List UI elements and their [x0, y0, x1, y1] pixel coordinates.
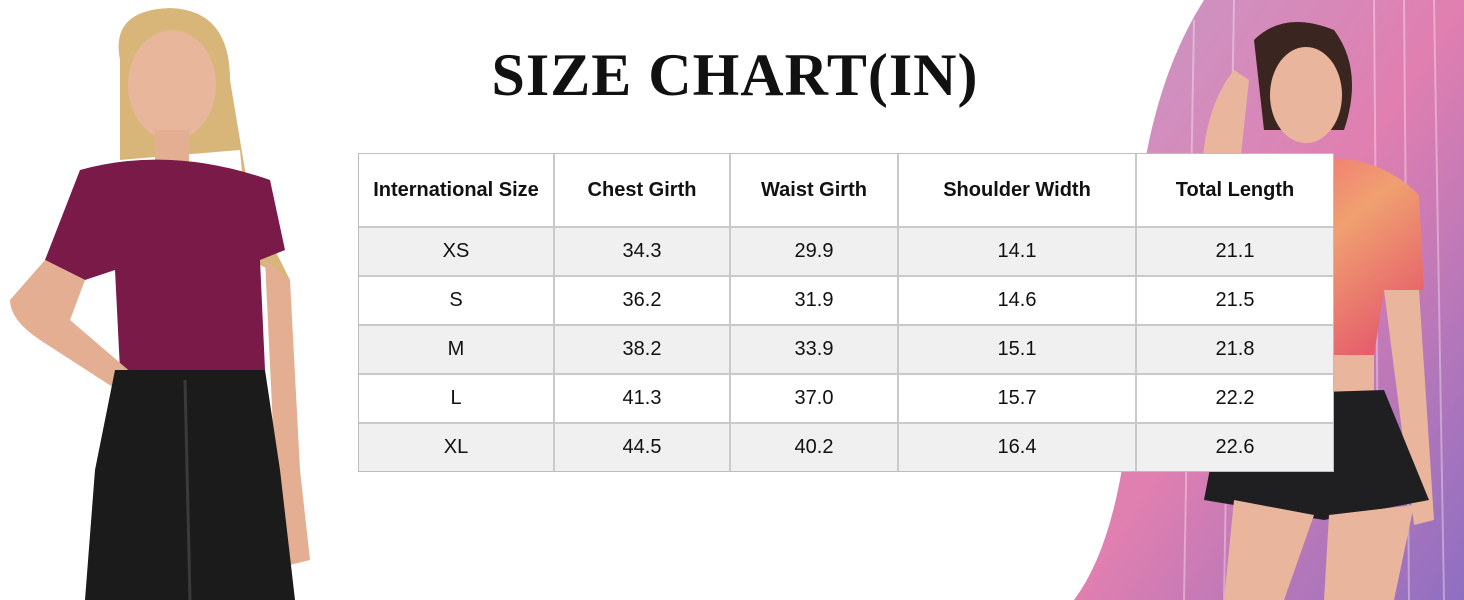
column-header: Waist Girth [731, 154, 899, 228]
measurement-cell: 14.1 [899, 228, 1137, 277]
table-row: XL 44.5 40.2 16.4 22.6 [359, 424, 1333, 471]
size-cell: XL [359, 424, 555, 471]
measurement-cell: 44.5 [555, 424, 731, 471]
column-header: Chest Girth [555, 154, 731, 228]
measurement-cell: 31.9 [731, 277, 899, 326]
measurement-cell: 38.2 [555, 326, 731, 375]
measurement-cell: 37.0 [731, 375, 899, 424]
measurement-cell: 40.2 [731, 424, 899, 471]
size-table: International Size Chest Girth Waist Girth… [358, 153, 1334, 472]
measurement-cell: 15.7 [899, 375, 1137, 424]
table-row: M 38.2 33.9 15.1 21.8 [359, 326, 1333, 375]
column-header: International Size [359, 154, 555, 228]
measurement-cell: 33.9 [731, 326, 899, 375]
table-body: XS 34.3 29.9 14.1 21.1 S 36.2 31.9 14.6 21.5 M 38.2… [359, 228, 1333, 471]
measurement-cell: 36.2 [555, 277, 731, 326]
left-model-photo [10, 8, 310, 600]
measurement-cell: 21.5 [1137, 277, 1333, 326]
measurement-cell: 21.1 [1137, 228, 1333, 277]
table-row: L 41.3 37.0 15.7 22.2 [359, 375, 1333, 424]
size-cell: M [359, 326, 555, 375]
measurement-cell: 22.2 [1137, 375, 1333, 424]
measurement-cell: 41.3 [555, 375, 731, 424]
size-cell: XS [359, 228, 555, 277]
measurement-cell: 16.4 [899, 424, 1137, 471]
measurement-cell: 34.3 [555, 228, 731, 277]
column-header: Shoulder Width [899, 154, 1137, 228]
measurement-cell: 21.8 [1137, 326, 1333, 375]
table-row: XS 34.3 29.9 14.1 21.1 [359, 228, 1333, 277]
table-row: S 36.2 31.9 14.6 21.5 [359, 277, 1333, 326]
measurement-cell: 15.1 [899, 326, 1137, 375]
size-cell: L [359, 375, 555, 424]
column-header: Total Length [1137, 154, 1333, 228]
measurement-cell: 14.6 [899, 277, 1137, 326]
measurement-cell: 29.9 [731, 228, 899, 277]
measurement-cell: 22.6 [1137, 424, 1333, 471]
size-cell: S [359, 277, 555, 326]
header-row: International Size Chest Girth Waist Girth… [359, 154, 1333, 228]
chart-title: SIZE CHART(IN) [491, 42, 979, 108]
